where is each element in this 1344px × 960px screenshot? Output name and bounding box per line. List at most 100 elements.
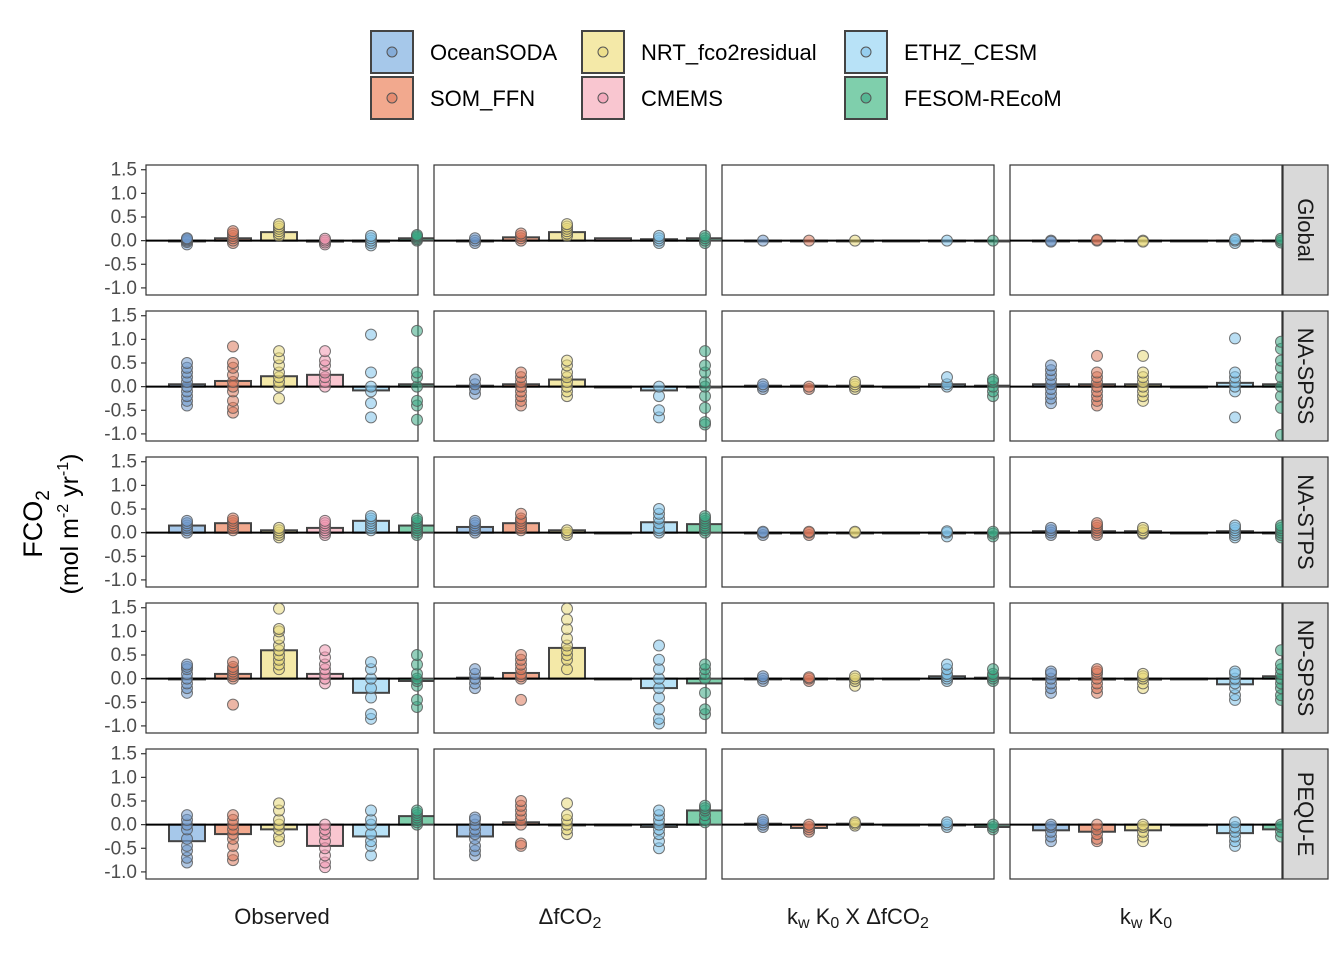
point-oceansoda (181, 514, 193, 527)
panel-na-stps-col4 (1009, 456, 1300, 588)
legend-item-ethz-cesm: ETHZ_CESM (844, 30, 1037, 74)
point-ethz-cesm (941, 234, 953, 247)
point-som-ffn (803, 234, 815, 247)
legend-label: CMEMS (641, 86, 723, 111)
point-ethz-cesm (1229, 411, 1241, 424)
legend-marker (386, 92, 398, 104)
strip-label: Global (1293, 198, 1318, 262)
strip-box (1282, 748, 1329, 880)
point-fesom-recom (699, 401, 711, 414)
y-axis-na-spss: 1.51.0 0.5 0.0-0.5 -1.0 (104, 306, 146, 445)
point-ethz-cesm (941, 816, 953, 829)
point-oceansoda (1045, 818, 1057, 831)
point-fesom-recom (411, 394, 423, 407)
panel-frame (721, 310, 995, 442)
y-axis-label: FCO2(mol m-2 yr-1) (18, 454, 84, 595)
y-tick-label: 0.0 (111, 815, 137, 836)
point-fesom-recom (411, 804, 423, 817)
point-nrt-fco2residual (1137, 667, 1149, 680)
y-tick-label: -1.0 (104, 716, 137, 737)
panel-na-stps-col2 (433, 456, 724, 588)
column-label-3: kw K0 X ΔfCO2 (787, 904, 929, 932)
point-nrt-fco2residual (1137, 818, 1149, 831)
point-som-ffn (227, 357, 239, 369)
legend-swatch (370, 30, 414, 74)
point-ethz-cesm (365, 510, 377, 523)
y-tick-label: -0.5 (104, 400, 137, 421)
legend-marker (860, 46, 872, 58)
point-som-ffn (1091, 349, 1103, 362)
point-nrt-fco2residual (273, 345, 285, 358)
panel-global-col1 (145, 164, 436, 296)
y-axis-units: (mol m-2 yr-1) (55, 454, 84, 595)
y-tick-label: -0.5 (104, 546, 137, 567)
point-fesom-recom (411, 324, 423, 337)
panel-pequ-e-col1 (145, 748, 436, 880)
point-ethz-cesm (365, 366, 377, 379)
point-nrt-fco2residual (273, 392, 285, 405)
strip-label: PEQU-E (1293, 772, 1318, 856)
y-tick-label: 0.5 (111, 499, 137, 520)
point-som-ffn (227, 656, 239, 669)
point-oceansoda (757, 378, 769, 391)
point-cmems (319, 514, 331, 527)
y-axis-global: 1.51.0 0.5 0.0-0.5 -1.0 (104, 160, 146, 299)
y-axis-title: FCO2 (18, 490, 54, 558)
legend-item-som-ffn: SOM_FFN (370, 76, 535, 120)
panel-frame (721, 456, 995, 588)
point-oceansoda (469, 373, 481, 386)
point-fesom-recom (411, 366, 423, 379)
y-tick-label: 1.0 (111, 183, 137, 204)
panel-np-spss-col2 (433, 602, 724, 734)
point-ethz-cesm (941, 525, 953, 538)
point-ethz-cesm (1229, 665, 1241, 678)
y-tick-label: 0.5 (111, 791, 137, 812)
panel-na-spss-col3 (721, 310, 1012, 442)
y-tick-label: -1.0 (104, 570, 137, 591)
legend-label: FESOM-REcoM (904, 86, 1062, 111)
column-label-2: ΔfCO2 (539, 904, 602, 932)
panel-na-spss-col4 (1009, 310, 1300, 442)
point-oceansoda (1045, 521, 1057, 534)
point-nrt-fco2residual (849, 816, 861, 829)
point-fesom-recom (411, 693, 423, 706)
point-nrt-fco2residual (273, 521, 285, 534)
point-fesom-recom (699, 686, 711, 699)
point-som-ffn (227, 512, 239, 525)
panel-global-col2 (433, 164, 724, 296)
panel-pequ-e-col3 (721, 748, 1012, 880)
point-nrt-fco2residual (849, 670, 861, 683)
legend-item-cmems: CMEMS (581, 76, 723, 120)
strip-global: Global (1282, 164, 1329, 296)
point-fesom-recom (411, 228, 423, 241)
column-label-1: Observed (234, 904, 329, 929)
point-cmems (319, 345, 331, 358)
point-ethz-cesm (653, 380, 665, 393)
point-ethz-cesm (1229, 366, 1241, 379)
point-nrt-fco2residual (561, 602, 573, 615)
point-nrt-fco2residual (1137, 349, 1149, 362)
point-som-ffn (515, 649, 527, 661)
point-ethz-cesm (365, 328, 377, 341)
point-ethz-cesm (941, 658, 953, 671)
strip-label: NA-STPS (1293, 474, 1318, 569)
legend-marker (860, 92, 872, 104)
point-ethz-cesm (1229, 816, 1241, 829)
strip-na-stps: NA-STPS (1282, 456, 1329, 588)
y-tick-label: -1.0 (104, 278, 137, 299)
point-fesom-recom (987, 234, 999, 247)
point-fesom-recom (699, 345, 711, 358)
point-som-ffn (227, 340, 239, 353)
strip-box (1282, 164, 1329, 296)
panel-na-spss-col1 (145, 310, 436, 442)
y-tick-label: -0.5 (104, 692, 137, 713)
point-oceansoda (469, 514, 481, 527)
legend-label: OceanSODA (430, 40, 557, 65)
point-ethz-cesm (653, 229, 665, 242)
point-nrt-fco2residual (1137, 521, 1149, 534)
y-tick-label: 1.5 (111, 160, 137, 181)
point-ethz-cesm (653, 503, 665, 515)
point-ethz-cesm (365, 397, 377, 410)
panel-global-col3 (721, 164, 1012, 296)
point-ethz-cesm (653, 639, 665, 652)
